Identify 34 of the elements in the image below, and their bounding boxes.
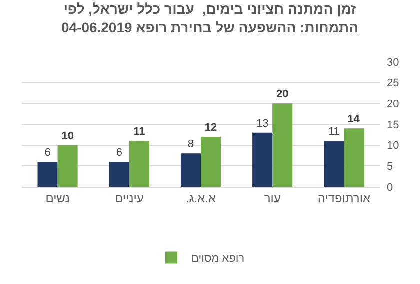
- y-tick-label: 25: [387, 78, 400, 90]
- y-tick-label: 20: [387, 98, 400, 111]
- bar: [324, 141, 344, 187]
- y-tick-label: 0: [387, 182, 394, 194]
- data-label: 6: [116, 147, 122, 159]
- data-label: 11: [134, 126, 146, 138]
- x-tick-label: אורתופדיה: [318, 191, 371, 206]
- data-label: 6: [44, 147, 51, 159]
- bar: [344, 128, 364, 187]
- x-tick-label: א.א.ג.: [186, 191, 217, 206]
- bar: [252, 132, 273, 187]
- chart-title: זמן המתנה חציוני בימים, עבור כלל ישראל, לפי התמחות: ההשפעה של בחירת רופא 04-06.2019: [61, 1, 359, 36]
- data-label: 11: [328, 126, 340, 138]
- bar: [180, 154, 201, 187]
- y-tick-label: 30: [387, 56, 400, 69]
- y-tick-label: 5: [387, 161, 394, 174]
- bar: [109, 162, 130, 187]
- bar: [38, 162, 58, 187]
- data-label: 10: [62, 130, 74, 142]
- data-label: 14: [348, 114, 361, 126]
- bar: [58, 145, 78, 187]
- y-tick-label: 15: [387, 119, 400, 132]
- data-label: 8: [188, 138, 194, 151]
- data-label: 20: [276, 88, 289, 101]
- bar: [129, 141, 150, 187]
- y-tick-label: 10: [387, 140, 400, 152]
- x-tick-label: עור: [264, 191, 281, 206]
- x-tick-label: נשים: [46, 191, 70, 206]
- x-tick-label: עיניים: [114, 191, 144, 206]
- data-label: 13: [256, 118, 269, 130]
- legend-label: רופא מסוים: [192, 253, 245, 266]
- bar: [272, 104, 293, 187]
- data-label: 12: [204, 122, 218, 134]
- bar: [201, 137, 222, 187]
